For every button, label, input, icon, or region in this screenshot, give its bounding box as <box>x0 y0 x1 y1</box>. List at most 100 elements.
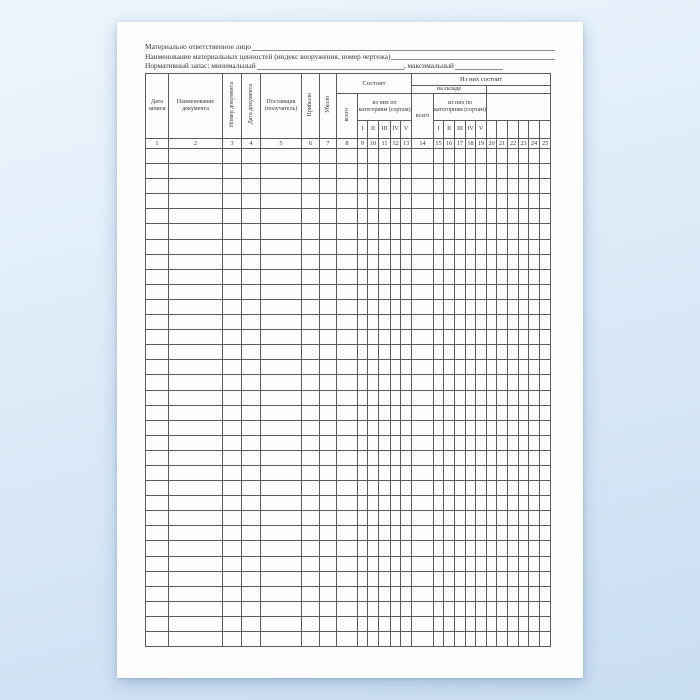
table-cell <box>443 178 456 195</box>
table-cell <box>433 464 445 482</box>
table-cell <box>507 480 520 497</box>
table-cell <box>301 298 320 316</box>
header-consists: Состоит <box>335 73 413 94</box>
table-cell <box>336 404 358 421</box>
table-cell <box>433 404 445 421</box>
table-cell <box>260 208 302 225</box>
table-cell <box>260 555 302 572</box>
table-cell <box>168 344 223 361</box>
table-cell <box>319 283 337 300</box>
table-cell <box>390 449 401 466</box>
table-cell <box>443 585 456 602</box>
table-cell <box>528 525 541 542</box>
table-cell <box>319 223 337 240</box>
table-cell <box>539 480 552 497</box>
table-cell <box>496 525 509 542</box>
table-cell <box>454 163 467 180</box>
table-cell <box>518 268 530 285</box>
table-cell <box>168 329 223 346</box>
table-cell <box>518 374 530 391</box>
table-cell <box>145 389 169 406</box>
table-cell <box>411 449 435 466</box>
table-cell <box>241 268 261 285</box>
table-cell <box>528 283 541 300</box>
grade-column-header: III <box>454 120 467 139</box>
table-cell <box>465 570 477 587</box>
table-cell <box>168 555 223 572</box>
table-cell <box>168 253 223 270</box>
table-cell <box>367 555 379 572</box>
table-cell <box>475 253 488 270</box>
column-number: 25 <box>539 138 552 149</box>
table-row <box>145 600 552 617</box>
table-cell <box>475 147 488 165</box>
table-cell <box>433 283 445 300</box>
table-cell <box>454 555 467 572</box>
table-cell <box>319 449 337 466</box>
table-cell <box>454 449 467 466</box>
table-cell <box>465 268 477 285</box>
table-cell <box>539 570 552 587</box>
table-cell <box>336 480 358 497</box>
table-cell <box>168 419 223 436</box>
table-cell <box>378 314 391 331</box>
table-cell <box>301 283 320 300</box>
table-row <box>145 434 552 451</box>
table-cell <box>507 223 520 240</box>
table-cell <box>145 540 169 557</box>
table-cell <box>336 283 358 300</box>
table-cell <box>357 555 368 572</box>
table-cell <box>496 238 509 255</box>
table-cell <box>475 615 488 633</box>
table-cell <box>433 329 445 346</box>
table-cell <box>222 238 242 255</box>
table-cell <box>301 434 320 451</box>
table-cell <box>357 570 368 587</box>
table-cell <box>539 283 552 300</box>
table-cell <box>336 223 358 240</box>
table-cell <box>454 540 467 557</box>
grade-column-header: II <box>443 120 456 139</box>
table-cell <box>390 268 401 285</box>
table-cell <box>475 163 488 180</box>
table-cell <box>518 298 530 316</box>
table-cell <box>367 585 379 602</box>
table-cell <box>145 630 169 648</box>
table-cell <box>222 449 242 466</box>
table-cell <box>222 555 242 572</box>
table-cell <box>465 600 477 617</box>
table-cell <box>336 555 358 572</box>
table-cell <box>528 147 541 165</box>
table-cell <box>260 495 302 512</box>
table-cell <box>222 329 242 346</box>
table-cell <box>443 253 456 270</box>
table-cell <box>411 404 435 421</box>
table-cell <box>168 540 223 557</box>
table-cell <box>399 404 413 421</box>
table-cell <box>390 223 401 240</box>
table-cell <box>518 480 530 497</box>
table-cell <box>301 540 320 557</box>
table-cell <box>496 163 509 180</box>
table-cell <box>241 193 261 210</box>
table-cell <box>168 615 223 633</box>
table-cell <box>367 268 379 285</box>
table-cell <box>433 253 445 270</box>
table-cell <box>301 208 320 225</box>
table-cell <box>528 253 541 270</box>
table-cell <box>378 585 391 602</box>
table-cell <box>168 510 223 527</box>
column-number: 15 <box>433 138 445 149</box>
blank-column-header <box>507 120 520 139</box>
table-cell <box>319 374 337 391</box>
table-cell <box>507 283 520 300</box>
table-cell <box>454 147 467 165</box>
table-cell <box>475 525 488 542</box>
table-cell <box>486 314 498 331</box>
table-cell <box>357 193 368 210</box>
table-cell <box>168 570 223 587</box>
table-cell <box>433 449 445 466</box>
table-cell <box>260 419 302 436</box>
table-cell <box>399 495 413 512</box>
table-cell <box>367 208 379 225</box>
